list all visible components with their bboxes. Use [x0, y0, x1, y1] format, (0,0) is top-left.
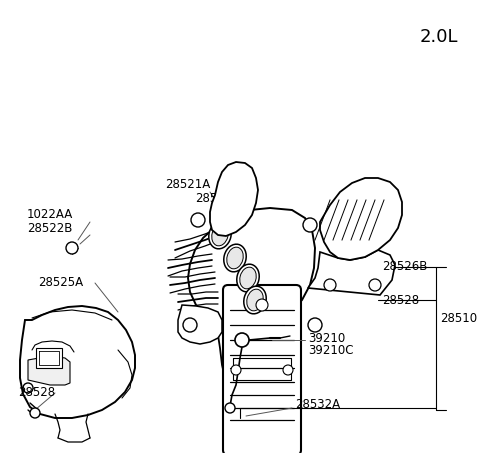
- Text: 2.0L: 2.0L: [420, 28, 458, 46]
- Text: 39210: 39210: [308, 332, 345, 344]
- Circle shape: [347, 213, 357, 223]
- Polygon shape: [210, 162, 258, 236]
- Ellipse shape: [224, 244, 246, 272]
- Polygon shape: [215, 318, 290, 403]
- Circle shape: [183, 318, 197, 332]
- Circle shape: [308, 318, 322, 332]
- Polygon shape: [227, 400, 238, 450]
- Ellipse shape: [212, 224, 228, 246]
- Circle shape: [283, 365, 293, 375]
- Circle shape: [256, 299, 268, 311]
- Circle shape: [23, 383, 33, 393]
- Polygon shape: [20, 306, 135, 418]
- Circle shape: [231, 365, 241, 375]
- Polygon shape: [188, 208, 315, 326]
- Text: 28510: 28510: [440, 312, 477, 324]
- Ellipse shape: [240, 267, 256, 289]
- Text: 28528: 28528: [355, 203, 392, 217]
- Polygon shape: [36, 348, 62, 368]
- Text: 1022AA: 1022AA: [27, 208, 73, 222]
- Polygon shape: [178, 305, 222, 344]
- FancyBboxPatch shape: [223, 285, 301, 453]
- Circle shape: [234, 196, 242, 204]
- Circle shape: [191, 213, 205, 227]
- Ellipse shape: [247, 289, 263, 311]
- Text: 39210C: 39210C: [308, 344, 353, 357]
- Polygon shape: [308, 250, 395, 295]
- Ellipse shape: [227, 247, 243, 269]
- Text: 28526B: 28526B: [382, 260, 427, 274]
- Circle shape: [324, 279, 336, 291]
- Polygon shape: [28, 356, 70, 385]
- Circle shape: [303, 218, 317, 232]
- Ellipse shape: [209, 221, 231, 249]
- Text: 28522B: 28522B: [27, 222, 72, 235]
- Ellipse shape: [244, 286, 266, 314]
- Ellipse shape: [237, 264, 259, 292]
- Ellipse shape: [248, 416, 276, 434]
- Circle shape: [211, 211, 225, 225]
- Text: 28521A: 28521A: [165, 178, 210, 192]
- Text: 28528: 28528: [18, 386, 55, 400]
- Text: 28525A: 28525A: [38, 276, 83, 289]
- Circle shape: [235, 333, 249, 347]
- Circle shape: [369, 279, 381, 291]
- Polygon shape: [320, 178, 402, 260]
- Circle shape: [66, 242, 78, 254]
- Text: 28556: 28556: [195, 192, 232, 204]
- Text: 28528: 28528: [382, 294, 419, 307]
- Circle shape: [356, 228, 364, 236]
- Circle shape: [225, 403, 235, 413]
- Circle shape: [30, 408, 40, 418]
- Polygon shape: [260, 398, 274, 450]
- Text: 28532A: 28532A: [295, 399, 340, 411]
